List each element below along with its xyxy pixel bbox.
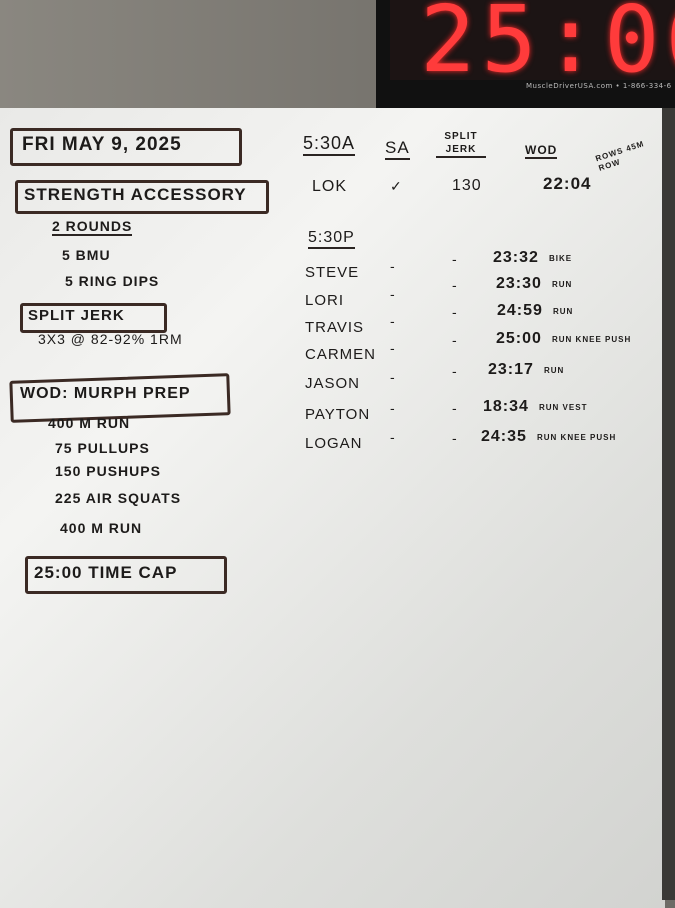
- clock-brand: MuscleDriverUSA.com • 1-866-334-6: [526, 82, 672, 90]
- header-split-jerk: SPLIT JERK: [436, 130, 486, 158]
- pm-name: JASON: [305, 375, 361, 392]
- pm-wod: 23:17: [488, 361, 534, 378]
- wod-title: WOD: MURPH PREP: [20, 385, 191, 402]
- pm-split-jerk: -: [452, 277, 458, 293]
- pm-wod: 24:59: [497, 302, 543, 319]
- pm-name: TRAVIS: [305, 319, 365, 336]
- strength-box: [15, 180, 269, 214]
- pm-note: RUN: [552, 280, 573, 289]
- strength-title: STRENGTH ACCESSORY: [24, 185, 247, 204]
- wod-item: 225 AIR SQUATS: [55, 490, 182, 506]
- pm-split-jerk: -: [452, 400, 458, 416]
- pm-wod: 18:34: [483, 398, 529, 415]
- pm-sa: -: [390, 313, 396, 329]
- am-split-jerk: 130: [452, 177, 482, 194]
- pm-name: LORI: [305, 292, 345, 309]
- pm-split-jerk: -: [452, 251, 458, 267]
- date-box: [10, 128, 242, 166]
- pm-note: RUN KNEE PUSH: [537, 433, 617, 442]
- wod-timer-clock: 25:06 MuscleDriverUSA.com • 1-866-334-6: [376, 0, 675, 118]
- pm-split-jerk: -: [452, 304, 458, 320]
- time-cap-box: [25, 556, 227, 594]
- pm-wod: 24:35: [481, 428, 527, 445]
- split-jerk-detail: 3x3 @ 82-92% 1RM: [38, 331, 183, 347]
- header-sa: SA: [385, 138, 410, 160]
- pm-sa: -: [390, 429, 396, 445]
- strength-item: 5 RING DIPS: [65, 273, 160, 289]
- pm-note: RUN: [544, 366, 565, 375]
- pm-split-jerk: -: [452, 430, 458, 446]
- pm-wod: 25:00: [496, 330, 542, 347]
- pm-name: LOGAN: [305, 435, 363, 452]
- pm-note: RUN: [553, 307, 574, 316]
- am-name: LOK: [312, 178, 348, 195]
- am-wod: 22:04: [543, 174, 592, 193]
- whiteboard-frame: [662, 108, 675, 900]
- strength-item: 2 ROUNDS: [52, 218, 133, 236]
- wod-item: 150 PUSHUPS: [55, 463, 161, 479]
- pm-name: PAYTON: [305, 406, 371, 423]
- pm-wod: 23:30: [496, 275, 542, 292]
- am-sa: ✓: [390, 178, 403, 194]
- pm-name: CARMEN: [305, 346, 377, 363]
- header-530p: 5:30P: [308, 229, 355, 249]
- whiteboard: [0, 108, 665, 908]
- wod-item: 75 PULLUPS: [55, 440, 150, 456]
- header-wod: WOD: [525, 143, 558, 159]
- pm-note: RUN KNEE PUSH: [552, 335, 632, 344]
- pm-split-jerk: -: [452, 332, 458, 348]
- split-jerk-title: SPLIT JERK: [28, 307, 125, 324]
- pm-note: RUN VEST: [539, 403, 588, 412]
- date: FRI MAY 9, 2025: [22, 134, 182, 155]
- pm-sa: -: [390, 286, 396, 302]
- pm-sa: -: [390, 258, 396, 274]
- pm-sa: -: [390, 340, 396, 356]
- wod-item: 400 M RUN: [60, 520, 143, 536]
- split-jerk-box: [20, 303, 167, 333]
- clock-display: 25:06: [390, 0, 675, 80]
- time-cap: 25:00 TIME CAP: [34, 563, 178, 582]
- wod-item: 400 M RUN: [48, 415, 131, 431]
- pm-sa: -: [390, 400, 396, 416]
- pm-sa: -: [390, 369, 396, 385]
- pm-note: BIKE: [549, 254, 573, 263]
- pm-split-jerk: -: [452, 363, 458, 379]
- header-530a: 5:30A: [303, 133, 356, 156]
- pm-name: STEVE: [305, 264, 360, 281]
- strength-item: 5 BMU: [62, 247, 111, 263]
- pm-wod: 23:32: [493, 249, 539, 266]
